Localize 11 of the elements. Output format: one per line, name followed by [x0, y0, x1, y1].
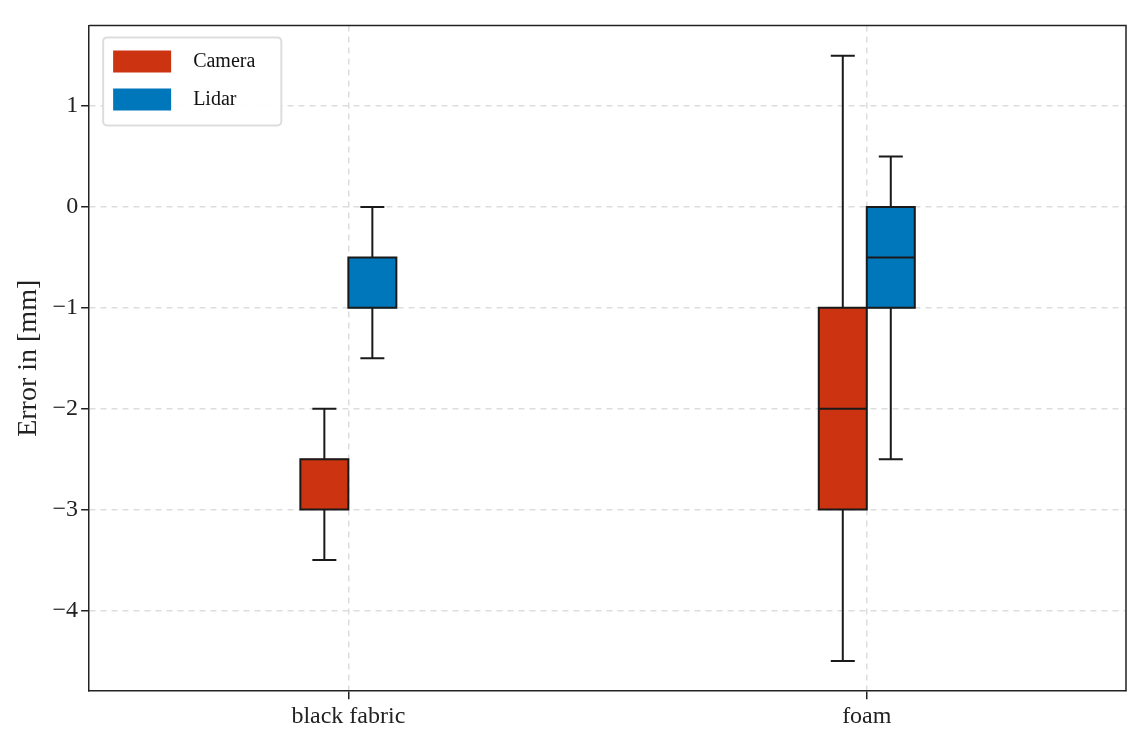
- y-tick-label: −4: [52, 595, 79, 622]
- x-tick-label: foam: [842, 701, 892, 728]
- x-tick-label: black fabric: [291, 701, 406, 728]
- y-tick-label: −2: [52, 394, 79, 421]
- legend-label: Camera: [193, 48, 256, 71]
- y-tick-label: −3: [52, 494, 79, 521]
- y-tick-label: −1: [52, 293, 79, 320]
- y-axis-title: Error in [mm]: [11, 279, 43, 437]
- legend-label: Lidar: [193, 86, 237, 109]
- y-tick-label: 1: [66, 91, 79, 118]
- y-tick-label: 0: [66, 192, 79, 219]
